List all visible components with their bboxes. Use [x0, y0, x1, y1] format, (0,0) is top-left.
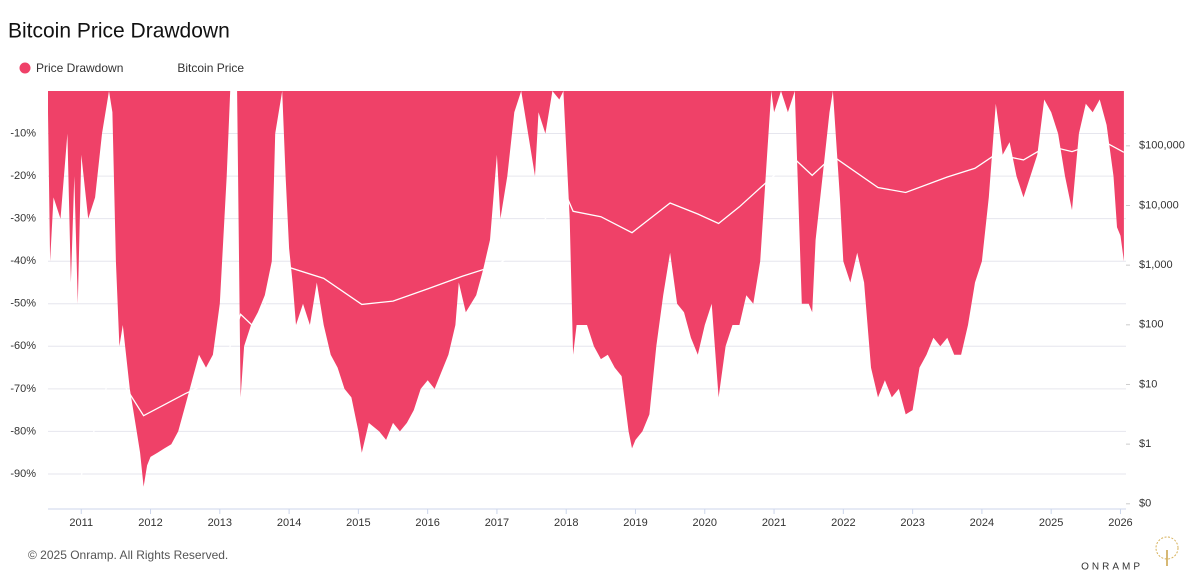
price-line	[52, 140, 1125, 514]
y2-tick-label: $0	[1139, 498, 1151, 510]
x-tick-label: 2012	[138, 517, 162, 529]
x-tick-label: 2018	[554, 517, 578, 529]
x-tick-label: 2015	[346, 517, 370, 529]
x-tick-label: 2020	[693, 517, 717, 529]
logo-crown	[1155, 536, 1179, 560]
x-tick-label: 2014	[277, 517, 301, 529]
chart-title: Bitcoin Price Drawdown	[8, 20, 230, 43]
x-tick-label: 2016	[415, 517, 439, 529]
y-tick-label: -50%	[10, 298, 36, 310]
y2-tick-label: $10,000	[1139, 199, 1179, 211]
x-tick-label: 2019	[623, 517, 647, 529]
brand: ONRAMP	[1081, 562, 1143, 573]
y2-tick-label: $100,000	[1139, 140, 1185, 152]
legend-label: Price Drawdown	[36, 61, 123, 75]
x-tick-label: 2021	[762, 517, 786, 529]
legend-label: Bitcoin Price	[177, 61, 244, 75]
brand-logo	[1155, 536, 1179, 566]
y2-tick-label: $1	[1139, 438, 1151, 450]
y-tick-label: -10%	[10, 127, 36, 139]
y-tick-label: -70%	[10, 383, 36, 395]
x-tick-label: 2013	[208, 517, 232, 529]
footer: © 2025 Onramp. All Rights Reserved.	[28, 548, 228, 562]
legend-marker	[160, 62, 172, 74]
drawdown-area	[48, 91, 1124, 487]
y-tick-label: -60%	[10, 340, 36, 352]
x-tick-label: 2026	[1108, 517, 1132, 529]
y2-tick-label: $1,000	[1139, 259, 1173, 271]
y-tick-label: -80%	[10, 425, 36, 437]
x-tick-label: 2024	[970, 517, 994, 529]
y2-tick-label: $10	[1139, 378, 1157, 390]
x-tick-label: 2022	[831, 517, 855, 529]
legend-marker	[19, 62, 31, 74]
x-tick-label: 2025	[1039, 517, 1063, 529]
y2-tick-label: $100	[1139, 319, 1163, 331]
y-tick-label: -40%	[10, 255, 36, 267]
x-tick-label: 2017	[485, 517, 509, 529]
y-tick-label: -30%	[10, 213, 36, 225]
x-tick-label: 2023	[900, 517, 924, 529]
x-tick-label: 2011	[69, 517, 93, 529]
y-tick-label: -90%	[10, 468, 36, 480]
y-tick-label: -20%	[10, 170, 36, 182]
